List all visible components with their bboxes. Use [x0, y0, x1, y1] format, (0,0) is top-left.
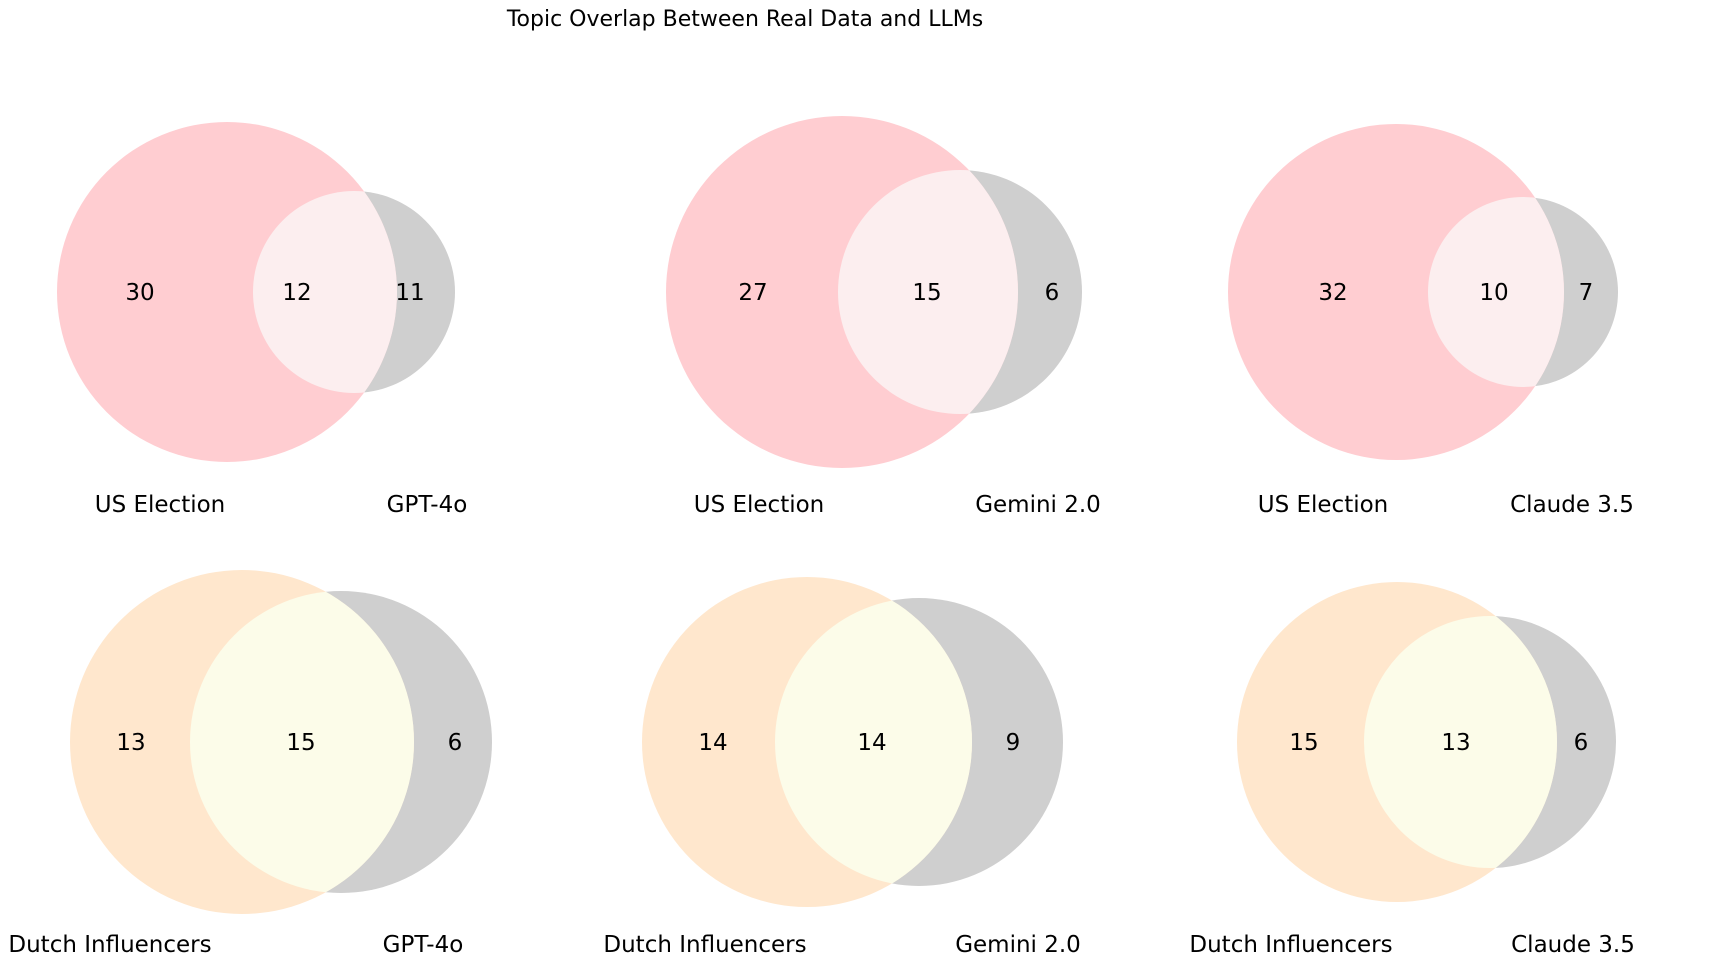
right-only-count: 6 [1045, 280, 1060, 306]
set-labels: US Election Gemini 2.0 [577, 491, 1153, 521]
overlap-region [253, 191, 397, 393]
right-only-count: 7 [1579, 280, 1594, 306]
venn-panel-dutch-gemini: 14 14 9 Dutch Influencers Gemini 2.0 [577, 520, 1153, 974]
venn-panel-us-claude: 32 10 7 US Election Claude 3.5 [1154, 70, 1730, 530]
right-set-label: GPT-4o [386, 492, 468, 518]
overlap-count: 10 [1479, 280, 1508, 306]
right-set-label: Claude 3.5 [1510, 492, 1634, 518]
overlap-region [775, 598, 972, 886]
right-set-label: Gemini 2.0 [975, 492, 1101, 518]
left-only-count: 14 [698, 730, 727, 756]
right-only-count: 6 [448, 730, 463, 756]
left-set-label: Dutch Influencers [603, 932, 807, 958]
overlap-region [1364, 616, 1557, 868]
right-only-count: 11 [395, 280, 424, 306]
left-only-count: 30 [125, 280, 154, 306]
set-labels: US Election Claude 3.5 [1154, 491, 1730, 521]
left-set-label: Dutch Influencers [8, 932, 212, 958]
right-only-count: 6 [1574, 730, 1589, 756]
overlap-count: 15 [912, 280, 941, 306]
right-set-label: Gemini 2.0 [955, 932, 1081, 958]
venn-diagram-dutch-gemini: 14 14 9 [642, 577, 1063, 907]
venn-panel-dutch-claude: 15 13 6 Dutch Influencers Claude 3.5 [1154, 520, 1730, 974]
venn-diagram-us-gemini: 27 15 6 [666, 116, 1082, 468]
set-labels: Dutch Influencers GPT-4o [0, 931, 576, 961]
venn-diagram-dutch-claude: 15 13 6 [1237, 582, 1616, 902]
venn-diagram-dutch-gpt4o: 13 15 6 [70, 570, 492, 914]
left-only-count: 15 [1289, 730, 1318, 756]
overlap-region [190, 591, 414, 893]
left-set-label: US Election [94, 492, 226, 518]
set-labels: Dutch Influencers Claude 3.5 [1154, 931, 1730, 961]
right-only-count: 9 [1006, 730, 1021, 756]
overlap-region [838, 170, 1018, 414]
overlap-count: 12 [282, 280, 311, 306]
venn-panel-us-gemini: 27 15 6 US Election Gemini 2.0 [577, 70, 1153, 530]
left-only-count: 32 [1318, 280, 1347, 306]
right-set-label: Claude 3.5 [1511, 932, 1635, 958]
set-labels: US Election GPT-4o [0, 491, 576, 521]
overlap-count: 13 [1441, 730, 1470, 756]
left-set-label: Dutch Influencers [1189, 932, 1393, 958]
left-set-label: US Election [1257, 492, 1389, 518]
chart-title: Topic Overlap Between Real Data and LLMs [506, 7, 984, 32]
left-only-count: 27 [738, 280, 767, 306]
right-set-label: GPT-4o [382, 932, 464, 958]
left-only-count: 13 [116, 730, 145, 756]
venn-diagram-us-gpt4o: 30 12 11 [57, 122, 455, 462]
venn-panel-dutch-gpt4o: 13 15 6 Dutch Influencers GPT-4o [0, 520, 576, 974]
venn-diagram-us-claude: 32 10 7 [1228, 124, 1618, 460]
set-labels: Dutch Influencers Gemini 2.0 [577, 931, 1153, 961]
overlap-count: 15 [286, 730, 315, 756]
overlap-count: 14 [857, 730, 886, 756]
venn-panel-us-gpt4o: 30 12 11 US Election GPT-4o [0, 70, 576, 530]
left-set-label: US Election [693, 492, 825, 518]
overlap-region [1428, 197, 1564, 387]
